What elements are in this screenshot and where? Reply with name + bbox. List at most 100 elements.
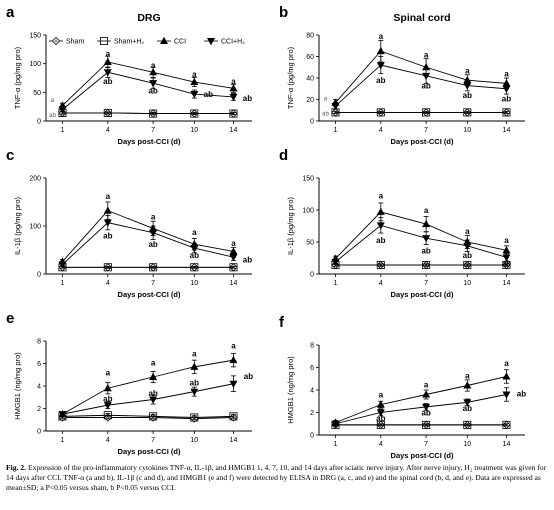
panel-letter: f xyxy=(279,314,285,331)
legend-marker xyxy=(160,36,168,44)
x-tick-label: 7 xyxy=(424,127,428,134)
data-point xyxy=(229,254,238,262)
significance-label: a xyxy=(424,380,429,389)
y-tick-label: 40 xyxy=(306,76,314,83)
y-tick-label: 100 xyxy=(29,224,41,231)
panel-letter: c xyxy=(6,147,14,164)
data-point xyxy=(502,79,511,87)
data-point xyxy=(331,420,340,428)
significance-label: a xyxy=(379,191,384,200)
legend-marker xyxy=(100,37,109,46)
series-sham-h- xyxy=(58,411,238,422)
y-tick-label: 2 xyxy=(37,406,41,413)
data-point xyxy=(190,362,199,370)
significance-label: ab xyxy=(103,77,112,86)
series-cci xyxy=(58,352,238,418)
significance-label: ab xyxy=(376,76,385,85)
y-tick-label: 50 xyxy=(33,90,41,97)
x-tick-label: 14 xyxy=(230,280,238,287)
data-point xyxy=(422,108,431,117)
x-axis-label: Days post-CCI (d) xyxy=(391,451,454,460)
significance-label: ab xyxy=(190,251,199,260)
significance-label: a xyxy=(151,358,156,367)
x-axis-label: Days post-CCI (d) xyxy=(118,290,181,299)
series-cci xyxy=(58,55,238,109)
y-tick-label: 0 xyxy=(310,119,314,126)
data-point xyxy=(422,390,431,398)
data-point xyxy=(103,69,112,77)
y-axis-label: HMGB1 (ng/mg pro) xyxy=(13,352,22,420)
y-tick-label: 0 xyxy=(37,429,41,436)
data-point xyxy=(376,108,385,117)
significance-label: ab xyxy=(517,389,526,398)
x-tick-label: 1 xyxy=(334,280,338,287)
significance-label: a xyxy=(504,359,509,368)
significance-label: ab xyxy=(49,113,56,119)
significance-label: ab xyxy=(243,256,252,265)
significance-label: a xyxy=(504,236,509,245)
data-point xyxy=(422,72,431,81)
significance-label: ab xyxy=(148,87,157,96)
x-axis-label: Days post-CCI (d) xyxy=(118,137,181,146)
y-tick-label: 80 xyxy=(306,33,314,40)
significance-label: a xyxy=(504,70,509,79)
x-tick-label: 1 xyxy=(61,127,65,134)
legend-marker xyxy=(51,36,61,46)
significance-label: ab xyxy=(421,246,430,255)
data-point xyxy=(422,261,431,270)
series-line xyxy=(62,359,234,415)
data-point xyxy=(463,261,472,270)
data-point xyxy=(463,242,472,251)
data-point xyxy=(331,258,340,267)
series-cci-h- xyxy=(58,215,238,269)
data-point xyxy=(376,409,385,417)
x-tick-label: 7 xyxy=(151,127,155,134)
panel-letter: a xyxy=(6,4,15,21)
significance-label: a xyxy=(465,371,470,380)
data-point xyxy=(502,391,511,399)
y-tick-label: 50 xyxy=(306,240,314,247)
significance-label: ab xyxy=(463,91,472,100)
significance-label: ab xyxy=(244,372,253,381)
panel-letter: b xyxy=(279,4,288,21)
data-point xyxy=(229,247,238,255)
data-point xyxy=(463,75,472,84)
data-point xyxy=(502,372,511,380)
significance-label: a xyxy=(465,66,470,75)
data-point xyxy=(190,263,199,272)
y-tick-label: 20 xyxy=(306,97,314,104)
x-tick-label: 10 xyxy=(190,437,198,444)
significance-label: a xyxy=(231,239,236,248)
significance-label: ab xyxy=(103,232,112,241)
data-point xyxy=(103,384,112,392)
data-point xyxy=(422,219,431,228)
data-point xyxy=(376,420,385,429)
x-tick-label: 1 xyxy=(61,437,65,444)
data-point xyxy=(502,254,511,262)
significance-label: a xyxy=(231,77,236,86)
significance-label: ab xyxy=(502,94,511,103)
caption-figure-number: Fig. 2. xyxy=(6,463,27,472)
data-point xyxy=(229,109,238,118)
significance-label: ab xyxy=(502,259,511,268)
significance-label: a xyxy=(424,206,429,215)
significance-label: a xyxy=(151,61,156,70)
legend-label: Sham xyxy=(66,39,84,46)
significance-label: ab xyxy=(103,394,112,403)
data-point xyxy=(502,420,511,429)
y-tick-label: 100 xyxy=(29,61,41,68)
data-point xyxy=(376,400,385,408)
significance-label: ab xyxy=(243,94,252,103)
y-tick-label: 4 xyxy=(310,388,314,395)
data-point xyxy=(103,263,112,272)
significance-label: ab xyxy=(148,240,157,249)
data-point xyxy=(229,412,238,421)
data-point xyxy=(190,388,199,396)
data-point xyxy=(149,68,158,76)
y-tick-label: 150 xyxy=(29,33,41,40)
